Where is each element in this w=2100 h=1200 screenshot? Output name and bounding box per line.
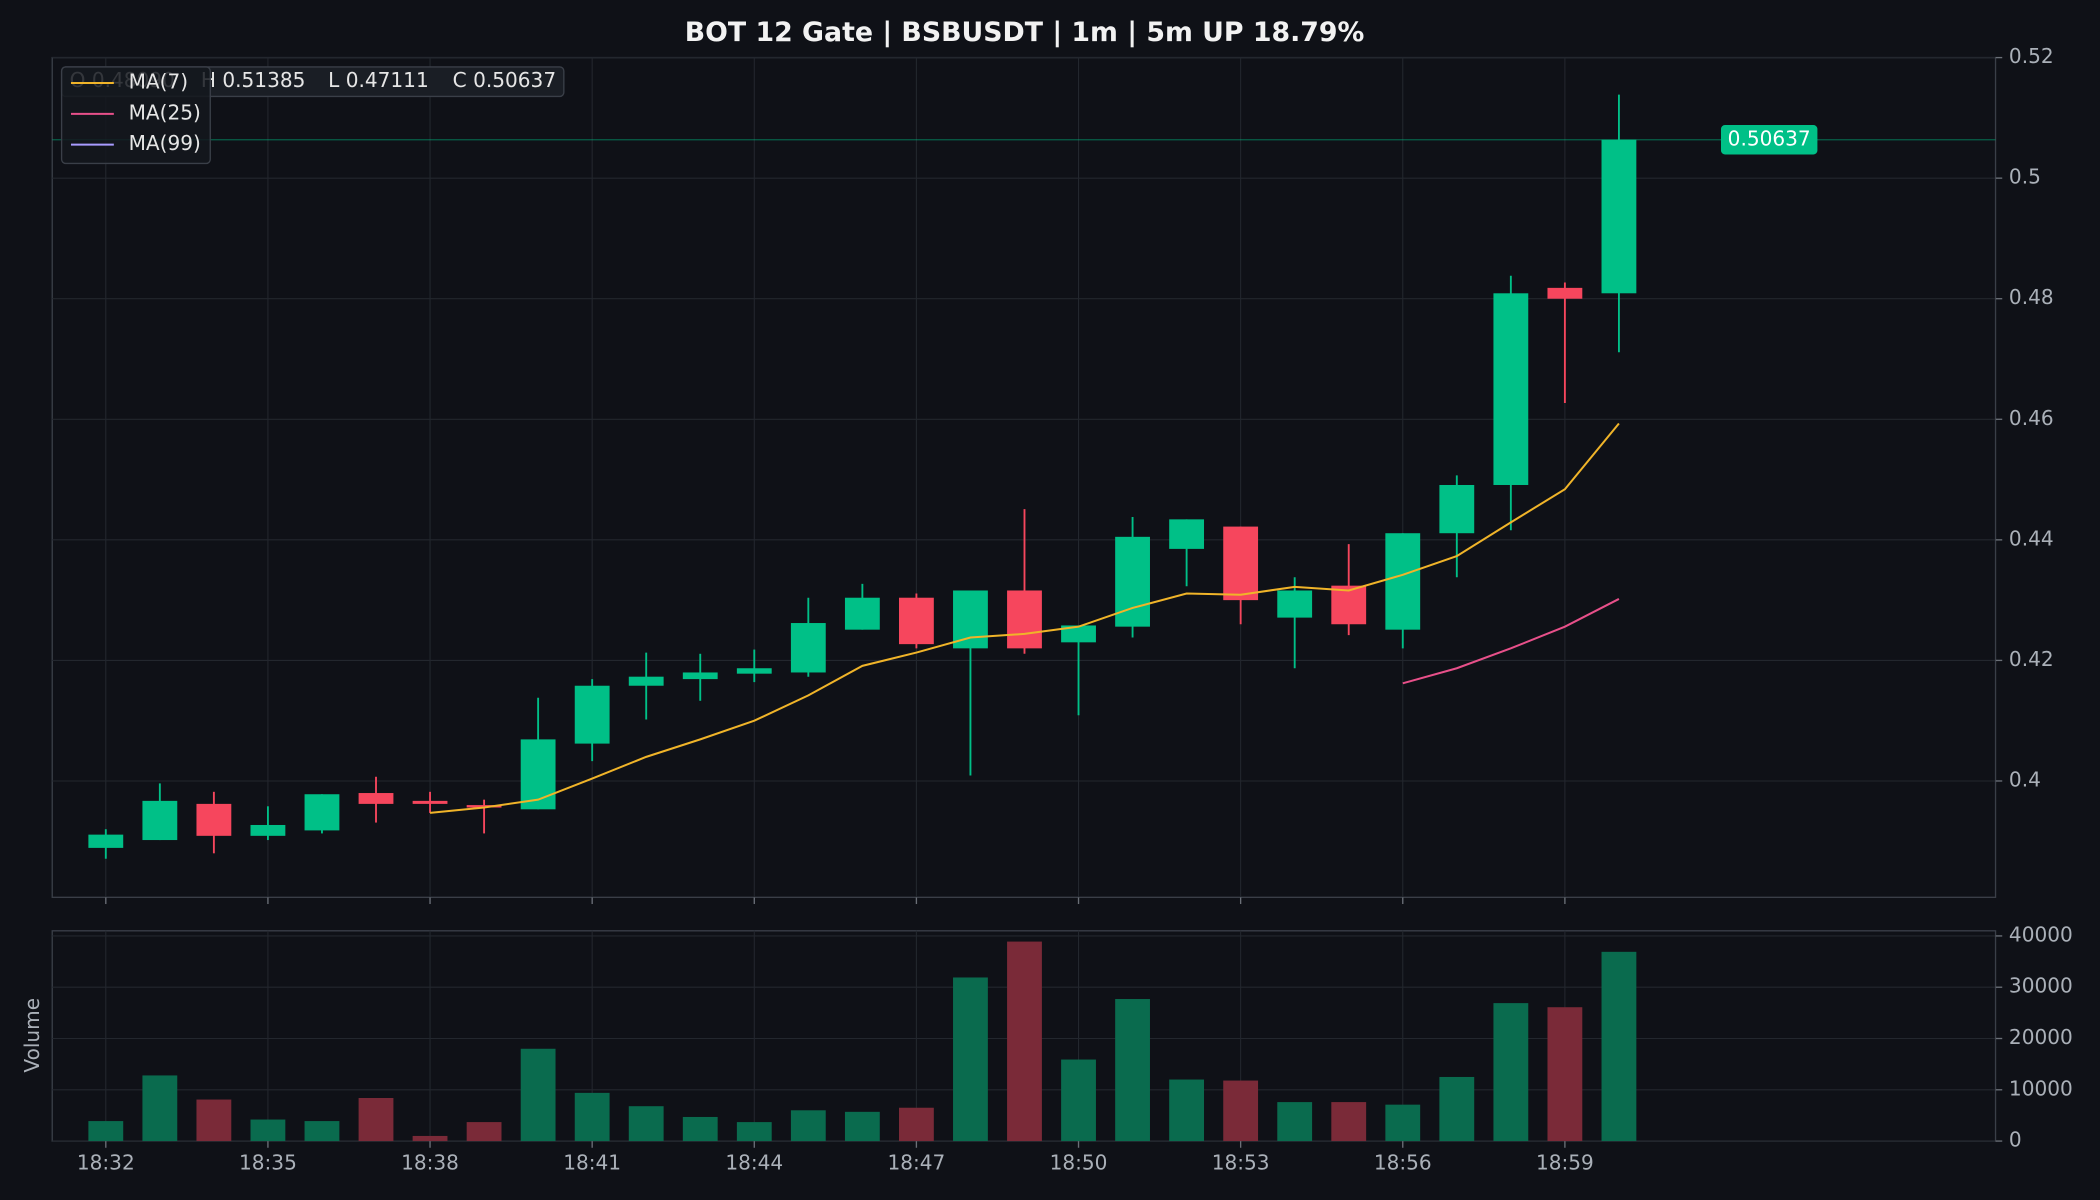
volume-bar (953, 977, 988, 1142)
legend-box (60, 66, 211, 165)
candle-body (844, 597, 880, 630)
volume-bar (628, 1106, 664, 1142)
volume-bar (1223, 1080, 1259, 1142)
candle-body (196, 803, 232, 836)
y-tick-label: 0.48 (2009, 285, 2054, 309)
volume-bar (304, 1121, 340, 1142)
ohlc-text: H 0.51385 (201, 68, 306, 92)
y-tick-label: 0.42 (2009, 647, 2054, 671)
volume-bar (682, 1116, 718, 1142)
x-tick-label: 18:41 (563, 1150, 621, 1174)
candle-body (1169, 519, 1205, 549)
chart-title: BOT 12 Gate | BSBUSDT | 1m | 5m UP 18.79… (685, 17, 1365, 48)
x-tick-label: 18:59 (1536, 1150, 1594, 1174)
volume-bar (1115, 999, 1150, 1142)
candle-body (304, 794, 340, 831)
volume-bar (1061, 1059, 1096, 1142)
y-tick-label: 10000 (2009, 1076, 2073, 1100)
candle-body (1601, 139, 1637, 294)
ma-line (429, 422, 1620, 814)
volume-axis-label: Volume (20, 998, 44, 1073)
legend-label: MA(7) (129, 70, 189, 94)
volume-bar (196, 1099, 232, 1142)
volume-bar (844, 1111, 880, 1142)
volume-bar (358, 1097, 394, 1142)
legend-label: MA(25) (129, 100, 201, 124)
volume-bar (1493, 1003, 1529, 1142)
candle-body (1223, 526, 1259, 601)
y-tick-label: 0.44 (2009, 526, 2054, 550)
candle-body (898, 597, 934, 645)
candle-body (628, 676, 664, 686)
volume-bar (1385, 1104, 1421, 1142)
ohlc-text: C 0.50637 (453, 68, 556, 92)
candle-body (1061, 625, 1096, 643)
x-tick-label: 18:56 (1374, 1150, 1432, 1174)
volume-bar (88, 1121, 124, 1142)
candle-body (1007, 590, 1042, 649)
volume-bar (574, 1092, 610, 1142)
volume-bar (790, 1110, 826, 1142)
volume-bar (1439, 1076, 1475, 1142)
y-tick-label: 0.46 (2009, 406, 2054, 430)
candle-body (88, 834, 124, 848)
volume-bar (898, 1107, 934, 1142)
y-tick-label: 40000 (2009, 922, 2073, 946)
x-tick-label: 18:35 (239, 1150, 297, 1174)
volume-bar (1007, 941, 1042, 1142)
candle-body (1493, 293, 1529, 485)
y-tick-label: 30000 (2009, 974, 2073, 998)
x-tick-label: 18:44 (725, 1150, 783, 1174)
candle-body (736, 668, 772, 674)
y-tick-label: 0.5 (2009, 165, 2041, 189)
volume-bar (1331, 1102, 1367, 1142)
candle-body (250, 824, 286, 836)
candle-body (142, 800, 178, 841)
candle-body (1547, 287, 1583, 299)
x-tick-label: 18:47 (887, 1150, 945, 1174)
candle-body (953, 590, 988, 649)
volume-bar (142, 1075, 178, 1142)
candle-body (1277, 590, 1313, 618)
volume-bar (1169, 1079, 1205, 1142)
candle-body (412, 800, 448, 804)
candle-body (466, 805, 502, 808)
volume-bar (1547, 1007, 1583, 1142)
price-tag: 0.50637 (1728, 126, 1811, 150)
candle-body (790, 623, 826, 673)
candle-body (682, 672, 718, 680)
y-tick-label: 20000 (2009, 1025, 2073, 1049)
ma-line (1402, 598, 1620, 685)
price-tag-box (1720, 125, 1818, 155)
candle-body (1331, 585, 1367, 625)
ohlc-text: L 0.47111 (328, 68, 429, 92)
volume-bar (466, 1122, 502, 1142)
y-tick-label: 0 (2009, 1128, 2022, 1152)
y-tick-label: 0.4 (2009, 767, 2041, 791)
volume-bar (1601, 951, 1637, 1142)
volume-bar (250, 1119, 286, 1142)
volume-bar (520, 1048, 556, 1142)
candle-body (574, 685, 610, 744)
legend-label: MA(99) (129, 131, 201, 155)
candle-body (520, 739, 556, 810)
volume-bar (1277, 1102, 1313, 1142)
candle-body (358, 793, 394, 804)
volume-bar (412, 1135, 448, 1142)
y-tick-label: 0.52 (2009, 44, 2054, 68)
candle-body (1439, 484, 1475, 534)
x-tick-label: 18:50 (1050, 1150, 1108, 1174)
x-tick-label: 18:38 (401, 1150, 459, 1174)
candle-body (1385, 533, 1421, 630)
x-tick-label: 18:32 (77, 1150, 135, 1174)
volume-bar (736, 1122, 772, 1142)
x-tick-label: 18:53 (1212, 1150, 1270, 1174)
